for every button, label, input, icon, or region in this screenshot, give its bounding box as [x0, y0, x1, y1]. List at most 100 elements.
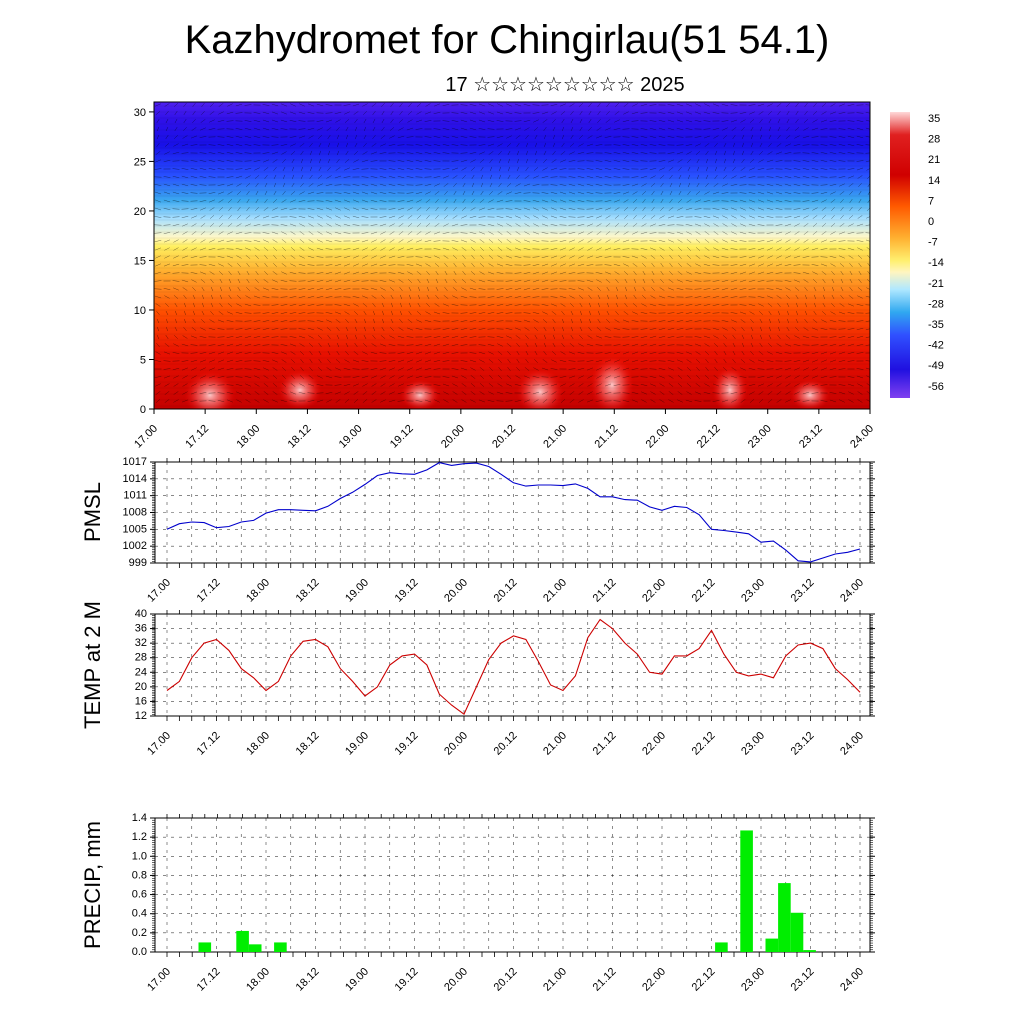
wind-barb — [550, 199, 558, 203]
wind-barb — [551, 359, 557, 363]
wind-barb — [740, 319, 746, 323]
wind-barb — [182, 239, 188, 243]
wind-barb — [298, 263, 306, 267]
wind-barb — [191, 247, 197, 251]
wind-barb — [154, 295, 162, 299]
wind-barb — [631, 368, 639, 370]
wind-barb — [480, 182, 484, 188]
wind-barb — [669, 198, 673, 204]
wind-barb — [793, 255, 801, 259]
wind-barb — [748, 288, 756, 290]
wind-barb — [281, 367, 287, 371]
wind-barb — [777, 326, 781, 332]
wind-barb — [164, 391, 170, 395]
wind-barb — [271, 216, 279, 218]
wind-barb — [704, 223, 710, 227]
wind-barb — [865, 144, 870, 146]
wind-barb — [794, 391, 800, 395]
wind-barb — [298, 295, 306, 299]
wind-barb — [640, 343, 648, 347]
wind-barb — [793, 168, 801, 170]
wind-barb — [829, 399, 837, 403]
wind-barb — [307, 295, 315, 299]
wind-barb — [460, 327, 468, 331]
wind-barb — [262, 104, 270, 106]
wind-barb — [471, 182, 475, 188]
wind-barb — [694, 303, 702, 307]
wind-barb — [794, 127, 800, 131]
wind-barb — [336, 350, 340, 356]
wind-barb — [740, 223, 746, 227]
wind-barb — [390, 102, 394, 108]
wind-barb — [758, 303, 764, 307]
wind-barb — [865, 295, 870, 298]
wind-barb — [704, 383, 710, 387]
wind-barb — [397, 175, 405, 179]
wind-barb — [730, 200, 738, 202]
wind-barb — [550, 184, 558, 186]
wind-barb — [336, 342, 340, 348]
wind-barb — [703, 111, 711, 115]
wind-barb — [730, 375, 738, 379]
wind-barb — [462, 198, 466, 204]
wind-barb — [489, 367, 493, 371]
wind-barb — [721, 295, 729, 299]
wind-barb — [271, 103, 279, 107]
wind-barb — [254, 399, 260, 403]
wind-barb — [244, 104, 252, 106]
wind-barb — [490, 174, 492, 180]
wind-barb — [235, 335, 243, 339]
wind-barb — [235, 112, 243, 114]
wind-barb — [443, 183, 449, 187]
wind-barb — [433, 368, 441, 370]
wind-barb — [667, 152, 675, 154]
wind-barb — [415, 144, 423, 146]
wind-barb — [588, 118, 592, 124]
wind-barb — [272, 399, 278, 403]
wind-barb — [838, 320, 846, 322]
wind-barb — [614, 215, 620, 219]
wind-barb — [345, 150, 349, 156]
y-tick-label: 1017 — [123, 456, 147, 468]
wind-barb — [181, 264, 189, 266]
wind-barb — [703, 135, 711, 139]
wind-barb — [615, 278, 619, 284]
wind-barb — [182, 135, 188, 139]
wind-barb — [380, 143, 386, 147]
wind-barb — [605, 207, 611, 211]
wind-barb — [568, 263, 576, 267]
wind-barb — [165, 134, 169, 140]
wind-barb — [838, 112, 846, 114]
wind-barb — [371, 391, 377, 395]
wind-barb — [541, 288, 549, 290]
wind-barb — [193, 302, 195, 308]
wind-barb — [847, 247, 855, 251]
colorbar-label: 21 — [928, 154, 940, 166]
wind-barb — [415, 328, 423, 330]
wind-barb — [264, 271, 268, 275]
wind-barb — [309, 350, 313, 356]
wind-barb — [669, 174, 673, 180]
wind-barb — [209, 271, 215, 275]
wind-barb — [766, 216, 774, 218]
wind-barb — [804, 102, 808, 108]
y-tick-label: 1008 — [123, 507, 147, 519]
x-tick-label: 24.00 — [838, 966, 866, 994]
x-tick-label: 21.12 — [591, 966, 619, 994]
wind-barb — [424, 399, 432, 403]
wind-barb — [704, 143, 710, 147]
wind-barb — [442, 120, 450, 122]
wind-barb — [578, 383, 584, 387]
wind-barb — [829, 336, 837, 338]
wind-barb — [523, 119, 531, 123]
wind-barb — [723, 166, 727, 172]
wind-barb — [488, 103, 494, 107]
wind-barb — [785, 143, 791, 147]
wind-barb — [390, 327, 394, 331]
wind-barb — [470, 391, 476, 395]
wind-barb — [469, 231, 477, 235]
wind-barb — [226, 176, 234, 178]
wind-barb — [633, 278, 637, 284]
